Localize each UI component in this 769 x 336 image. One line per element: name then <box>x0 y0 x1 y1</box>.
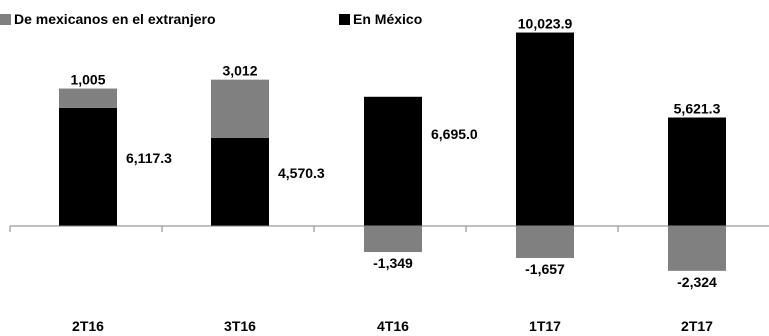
bar-extranjero-4T16 <box>364 226 422 253</box>
legend-swatch-mexico <box>339 14 350 25</box>
bar-en-mexico-2T17 <box>668 117 726 226</box>
data-label-extranjero-4T16: -1,349 <box>373 255 413 271</box>
category-label-3T16: 3T16 <box>224 318 256 334</box>
data-label-extranjero-2T16: 1,005 <box>70 72 105 88</box>
x-axis <box>9 225 769 232</box>
bar-en-mexico-4T16 <box>364 96 422 226</box>
legend-label-mexico: En México <box>353 11 422 27</box>
data-label-extranjero-2T17: -2,324 <box>677 274 717 290</box>
category-label-2T16: 2T16 <box>72 318 104 334</box>
data-label-en-mexico-1T17: 10,023.9 <box>518 16 573 32</box>
bar-extranjero-2T17 <box>668 226 726 271</box>
data-label-extranjero-3T16: 3,012 <box>222 63 257 79</box>
legend: De mexicanos en el extranjero En México <box>0 11 422 27</box>
bar-en-mexico-3T16 <box>211 137 269 226</box>
legend-swatch-extranjero <box>0 14 11 25</box>
category-labels-layer: 2T16 3T16 4T16 1T17 2T17 <box>72 318 713 334</box>
category-label-1T17: 1T17 <box>529 318 561 334</box>
bar-extranjero-2T16 <box>59 88 117 108</box>
data-label-en-mexico-4T16: 6,695.0 <box>431 126 478 142</box>
data-label-en-mexico-2T17: 5,621.3 <box>674 101 721 117</box>
category-label-4T16: 4T16 <box>377 318 409 334</box>
data-labels-layer: 1,005 6,117.3 3,012 4,570.3 -1,349 6,695.0 -1,… <box>70 16 720 290</box>
data-label-extranjero-1T17: -1,657 <box>525 261 565 277</box>
bar-en-mexico-1T17 <box>516 32 574 227</box>
bar-extranjero-3T16 <box>211 79 269 138</box>
bar-extranjero-1T17 <box>516 226 574 258</box>
legend-label-extranjero: De mexicanos en el extranjero <box>14 11 216 27</box>
data-label-en-mexico-2T16: 6,117.3 <box>126 150 172 166</box>
data-label-en-mexico-3T16: 4,570.3 <box>278 165 325 181</box>
bar-en-mexico-2T16 <box>59 107 117 226</box>
category-label-2T17: 2T17 <box>681 318 713 334</box>
bars-layer <box>59 32 726 271</box>
